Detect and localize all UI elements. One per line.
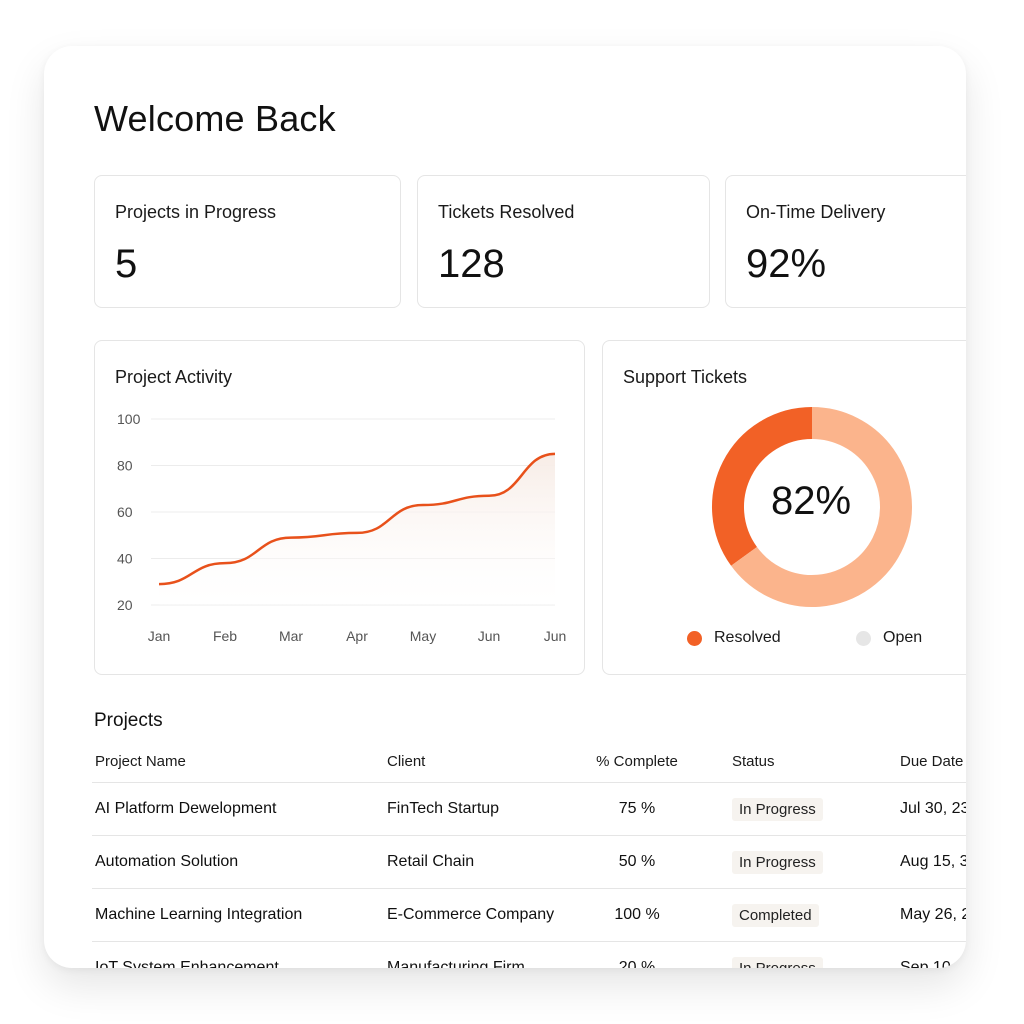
status-badge: In Progress [732, 850, 823, 874]
stat-card-on-time-delivery[interactable]: On-Time Delivery 92% [725, 175, 966, 308]
status-cell: Completed [732, 889, 819, 941]
legend-item-resolved: Resolved [687, 629, 781, 647]
stat-label: Tickets Resolved [438, 202, 575, 222]
project-name: IoT System Enhancement [95, 959, 279, 968]
project-percent: 20 % [618, 959, 656, 968]
x-tick-label: Jun [478, 628, 501, 644]
status-cell: In Progress [732, 783, 823, 835]
legend-item-open: Open [856, 629, 922, 647]
table-row[interactable]: Automation Solution Retail Chain 50 % In… [92, 836, 966, 889]
column-header-status[interactable]: Status [732, 752, 775, 770]
legend-label: Resolved [714, 629, 781, 646]
column-header-project-name[interactable]: Project Name [95, 752, 186, 770]
stat-value: 128 [438, 242, 505, 286]
projects-section-title: Projects [94, 710, 163, 731]
project-activity-title: Project Activity [115, 367, 233, 387]
support-tickets-title: Support Tickets [623, 367, 748, 387]
project-activity-card: Project Activity 100 80 60 40 20 Jan Feb Mar Apr… [94, 340, 585, 675]
project-due-date: Aug 15, 3 [900, 853, 966, 870]
project-percent: 75 % [618, 800, 656, 817]
donut-slice-open [731, 407, 912, 607]
donut-center-label: 82% [770, 479, 852, 523]
status-badge: In Progress [732, 956, 823, 968]
x-tick-label: Jun [544, 628, 567, 644]
project-due-date: May 26, 2 [900, 906, 966, 923]
activity-area [159, 453, 555, 605]
y-tick-label: 80 [117, 458, 133, 474]
stat-label: Projects in Progress [115, 202, 277, 222]
project-client: E-Commerce Company [387, 906, 555, 923]
project-activity-chart: 100 80 60 40 20 Jan Feb Mar Apr May Jun Jun [117, 411, 567, 644]
y-tick-label: 20 [117, 597, 133, 613]
legend-label: Open [883, 629, 923, 646]
status-badge: Completed [732, 903, 819, 927]
legend-dot-resolved [687, 630, 702, 646]
support-tickets-card: Support Tickets 82% Resolved Open [602, 340, 966, 675]
table-row[interactable]: AI Platform Dewelopment FinTech Startup … [92, 783, 966, 836]
x-tick-label: Mar [279, 628, 303, 644]
table-row[interactable]: Machine Learning Integration E-Commerce … [92, 889, 966, 942]
column-header-client[interactable]: Client [387, 752, 426, 770]
support-tickets-donut [712, 407, 912, 607]
project-percent: 100 % [614, 906, 660, 923]
column-header-complete[interactable]: % Complete [596, 752, 678, 770]
stat-card-projects-in-progress[interactable]: Projects in Progress 5 [94, 175, 401, 308]
stat-value: 92% [746, 242, 827, 286]
x-tick-label: Apr [346, 628, 368, 644]
y-tick-label: 100 [117, 411, 141, 427]
stat-label: On-Time Delivery [746, 202, 886, 222]
x-tick-label: May [410, 628, 436, 644]
project-name: AI Platform Dewelopment [95, 800, 277, 817]
table-row[interactable]: IoT System Enhancement Manufacturing Fir… [92, 942, 966, 968]
x-tick-label: Jan [148, 628, 171, 644]
activity-line [158, 452, 556, 586]
project-client: FinTech Startup [387, 800, 500, 817]
legend-dot-open [856, 630, 871, 646]
stat-card-tickets-resolved[interactable]: Tickets Resolved 128 [417, 175, 710, 308]
project-name: Machine Learning Integration [95, 906, 303, 923]
x-tick-label: Feb [213, 628, 237, 644]
projects-table: Project Name Client % Complete Status Du… [92, 740, 966, 968]
project-due-date: Sep 10 [900, 959, 951, 968]
project-percent: 50 % [618, 853, 656, 870]
y-tick-label: 60 [117, 504, 133, 520]
stat-value: 5 [115, 242, 138, 286]
donut-slice-resolved [712, 407, 813, 566]
status-cell: In Progress [732, 942, 823, 968]
table-header-row: Project Name Client % Complete Status Du… [92, 740, 966, 783]
column-header-due-date[interactable]: Due Date [900, 752, 964, 770]
y-tick-label: 40 [117, 551, 133, 567]
project-client: Manufacturing Firm [387, 959, 525, 968]
project-due-date: Jul 30, 23 [900, 800, 966, 817]
status-cell: In Progress [732, 836, 823, 888]
project-client: Retail Chain [387, 853, 475, 870]
page-title: Welcome Back [94, 98, 336, 139]
dashboard-window: Welcome Back Projects in Progress 5 Tick… [44, 46, 966, 968]
project-name: Automation Solution [95, 853, 239, 870]
status-badge: In Progress [732, 797, 823, 821]
